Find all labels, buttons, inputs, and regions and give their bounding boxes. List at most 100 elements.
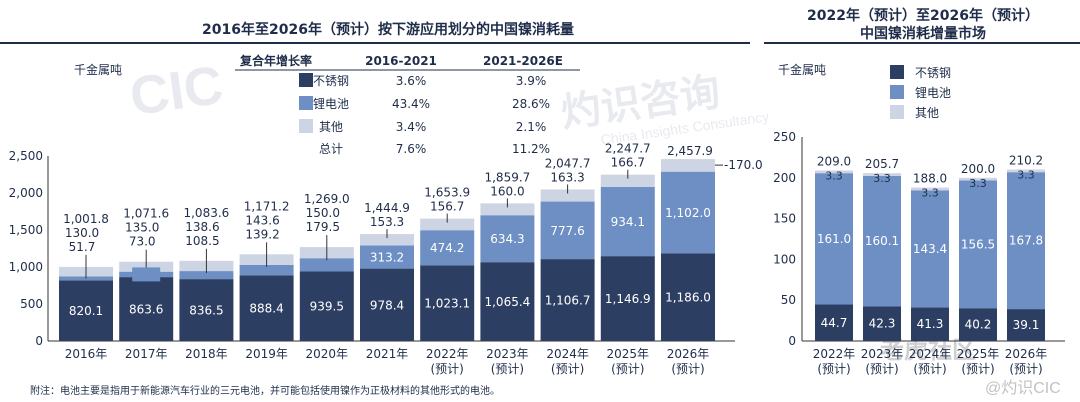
battery-label-box xyxy=(605,213,650,230)
x-tick-label: (预计) xyxy=(1009,362,1042,376)
bar-segment xyxy=(480,203,535,216)
stainless-value-label: 42.3 xyxy=(869,317,896,331)
y-tick-label: 200 xyxy=(773,171,796,185)
bar-segment xyxy=(815,170,853,174)
bar-segment xyxy=(600,174,655,188)
y-tick-label: 1,000 xyxy=(9,260,43,274)
other-value-label: 156.7 xyxy=(430,200,464,214)
total-value-label: 2,047.7 xyxy=(545,156,591,170)
total-value-label: 1,269.0 xyxy=(304,192,350,206)
x-tick-label: (预计) xyxy=(961,362,994,376)
y-tick-label: 100 xyxy=(773,252,796,266)
total-value-label: 205.7 xyxy=(865,157,899,171)
x-tick-label: (预计) xyxy=(491,362,524,376)
stainless-value-label: 39.1 xyxy=(1013,318,1040,332)
x-tick-label: 2020年 xyxy=(306,347,349,361)
bar-segment xyxy=(360,234,414,246)
right-chart-title: 中国镍消耗增量市场 xyxy=(860,25,986,42)
other-value-label: 138.6 xyxy=(185,220,219,234)
legend-label: 不锈钢 xyxy=(915,66,951,80)
other-value-label: 3.3 xyxy=(1017,168,1035,181)
battery-value-label: 161.0 xyxy=(817,232,851,246)
cagr-value: 43.4% xyxy=(392,97,430,111)
battery-label-box xyxy=(132,267,161,282)
total-value-label: 1,859.7 xyxy=(484,170,530,184)
stainless-value-label: 978.4 xyxy=(370,298,404,312)
bar-segment xyxy=(815,304,853,341)
total-value-label: 1,444.9 xyxy=(364,201,410,215)
x-tick-label: (预计) xyxy=(611,362,644,376)
x-tick-label: (预计) xyxy=(817,362,850,376)
y-tick-label: 2,000 xyxy=(9,186,43,200)
stainless-value-label-box xyxy=(66,302,106,319)
bar-segment xyxy=(420,218,475,231)
x-tick-label: 2016年 xyxy=(65,347,108,361)
bar-segment xyxy=(911,190,949,308)
bar-segment xyxy=(959,177,997,181)
total-value-label: 1,171.2 xyxy=(244,199,290,213)
battery-value-label: 51.7 xyxy=(69,240,96,254)
footnote: 附注：电池主要是指用于新能源汽车行业的三元电池，并可能包括使用镍作为正极材料的其… xyxy=(30,384,500,397)
stainless-value-label: 863.6 xyxy=(129,303,163,317)
bar-segment xyxy=(1007,172,1045,310)
x-tick-label: 2026年 xyxy=(667,347,710,361)
stainless-value-label: 40.2 xyxy=(965,318,992,332)
x-tick-label: (预计) xyxy=(551,362,584,376)
legend-swatch xyxy=(890,65,904,79)
total-value-label: 1,071.6 xyxy=(123,207,169,221)
other-value-label: 135.0 xyxy=(125,221,159,235)
other-value-label: -170.0 xyxy=(724,158,763,172)
battery-value-label: 73.0 xyxy=(129,235,156,249)
bar-segment xyxy=(959,180,997,309)
battery-value-label: 179.5 xyxy=(306,220,340,234)
stainless-value-label: 1,065.4 xyxy=(484,295,530,309)
stainless-value-label-box xyxy=(367,296,407,313)
battery-value-label: 474.2 xyxy=(430,241,464,255)
stainless-value-label-box xyxy=(541,292,594,309)
total-value-label: 2,457.9 xyxy=(667,144,713,158)
stainless-value-label: 1,146.9 xyxy=(605,292,651,306)
other-value-label: 153.3 xyxy=(370,215,404,229)
x-tick-label: 2022年 xyxy=(426,347,469,361)
y-tick-label: 2,500 xyxy=(9,149,43,163)
other-value-label: 160.0 xyxy=(490,184,524,198)
bar-segment xyxy=(239,264,294,276)
total-value-label: 1,653.9 xyxy=(424,186,470,200)
battery-value-label: 313.2 xyxy=(370,251,404,265)
other-value-label: 166.7 xyxy=(611,156,645,170)
cagr-value: 11.2% xyxy=(512,142,550,156)
cagr-value: 7.6% xyxy=(396,142,427,156)
cagr-value: 3.6% xyxy=(396,74,427,88)
total-value-label: 209.0 xyxy=(817,154,851,168)
legend-swatch xyxy=(299,119,313,133)
battery-value-label: 167.8 xyxy=(1009,234,1043,248)
stainless-value-label: 44.7 xyxy=(821,316,848,330)
cagr-header: 复合年增长率 xyxy=(239,53,312,68)
battery-label-box xyxy=(485,230,530,247)
bar-segment xyxy=(959,308,997,341)
x-tick-label: (预计) xyxy=(431,362,464,376)
cagr-row-label: 其他 xyxy=(319,120,343,134)
stainless-value-label: 1,023.1 xyxy=(424,297,470,311)
cagr-row-label: 不锈钢 xyxy=(313,74,349,88)
bar-segment xyxy=(661,159,715,172)
bar-segment xyxy=(1007,169,1045,173)
battery-value-label: 777.6 xyxy=(550,224,584,238)
legend-swatch xyxy=(890,105,904,119)
y-tick-label: 500 xyxy=(20,297,43,311)
cagr-value: 2.1% xyxy=(516,120,547,134)
x-tick-label: 2018年 xyxy=(185,347,228,361)
x-tick-label: (预计) xyxy=(865,362,898,376)
bar-segment xyxy=(911,187,949,191)
x-tick-label: 2025年 xyxy=(607,347,650,361)
x-tick-label: 2019年 xyxy=(245,347,288,361)
other-value-label: 3.3 xyxy=(825,169,843,182)
left-chart-title: 2016年至2026年（预计）按下游应用划分的中国镍消耗量 xyxy=(202,21,574,38)
x-tick-label: (预计) xyxy=(671,362,704,376)
stainless-value-label: 888.4 xyxy=(249,302,283,316)
stainless-value-label: 820.1 xyxy=(69,304,103,318)
cagr-value: 3.4% xyxy=(396,120,427,134)
x-tick-label: (预计) xyxy=(913,362,946,376)
bar-segment xyxy=(815,173,853,305)
stainless-value-label: 1,106.7 xyxy=(545,294,591,308)
